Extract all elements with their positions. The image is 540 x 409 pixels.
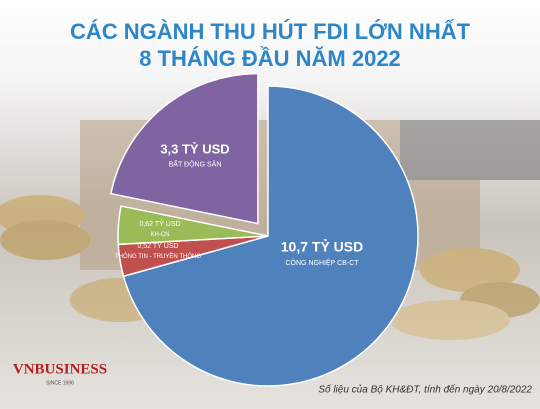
data-label: 0,52 TỶ USD [137, 241, 178, 250]
pie-slice [122, 85, 419, 387]
data-label: 3,3 TỶ USD [160, 141, 229, 156]
category-label: THÔNG TIN - TRUYỀN THÔNG [115, 253, 201, 260]
logo: VNBUSINESS [13, 361, 107, 377]
source-note: Số liệu của Bộ KH&ĐT, tính đến ngày 20/8… [318, 384, 532, 396]
category-label: KH-CN [151, 232, 170, 238]
data-label: 0,62 TỶ USD [139, 219, 180, 228]
category-label: CÔNG NGHIỆP CB-CT [286, 258, 360, 267]
chart-subtitle: 8 THÁNG ĐẦU NĂM 2022 [139, 46, 401, 71]
category-label: BẤT ĐỘNG SẢN [169, 159, 222, 169]
pie: 10,7 TỶ USD CÔNG NGHIỆP CB-CT 0,52 TỶ USD T… [110, 72, 419, 387]
pie-slice [110, 72, 259, 225]
pie-slice [117, 205, 269, 246]
chart-title: CÁC NGÀNH THU HÚT FDI LỚN NHẤT [70, 19, 471, 44]
logo-tagline: SINCE 1996 [46, 380, 74, 386]
data-label: 10,7 TỶ USD [281, 239, 363, 255]
